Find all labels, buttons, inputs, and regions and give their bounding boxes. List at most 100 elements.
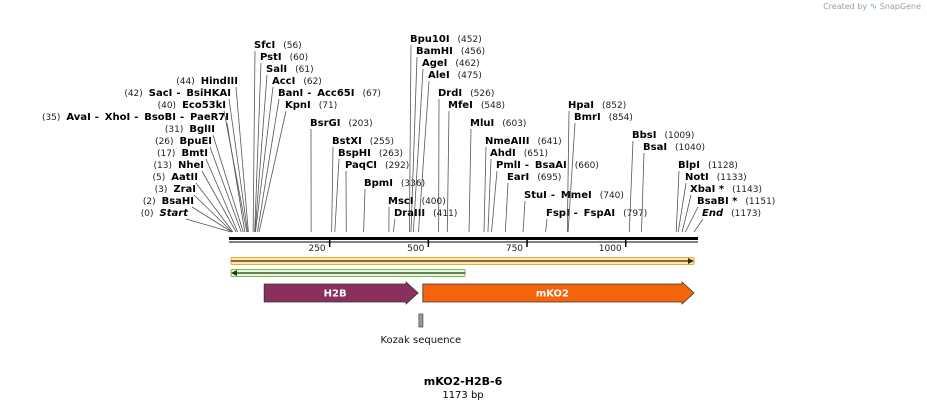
enzyme-name-bstxi: BstXI <box>332 136 362 147</box>
enzyme-paqci: PaqCI (292) <box>345 160 409 233</box>
enzyme-connector <box>522 200 526 233</box>
enzyme-position: (695) <box>537 173 561 183</box>
enzyme-stui-mmei: StuI - MmeI (740) <box>522 190 624 233</box>
enzyme-acci: AccI (62) <box>255 76 322 233</box>
enzyme-connector <box>491 170 498 233</box>
enzyme-connector <box>334 158 340 233</box>
enzyme-position: (292) <box>385 161 409 171</box>
enzyme-connector <box>410 56 418 233</box>
enzyme-bmti: BmtI (17) <box>157 148 239 233</box>
enzyme-kpni: KpnI (71) <box>258 100 337 233</box>
enzyme-name-hpai: HpaI <box>568 100 594 111</box>
enzyme-position: (1128) <box>708 161 738 171</box>
enzyme-position: (26) <box>155 137 173 147</box>
enzyme-connector <box>681 194 692 233</box>
enzyme-bbsi: BbsI (1009) <box>628 130 694 233</box>
enzyme-name-msci: MscI <box>388 196 414 207</box>
enzyme-connector <box>257 98 280 233</box>
enzyme-bsrgi: BsrGI (203) <box>310 118 373 233</box>
enzyme-position: (1133) <box>717 173 747 183</box>
feature-label: H2B <box>324 289 347 300</box>
enzyme-name-end: End <box>702 208 724 219</box>
enzyme-connector <box>545 218 548 233</box>
tick-label-250: 250 <box>308 244 325 254</box>
enzyme-position: (456) <box>461 47 485 57</box>
enzyme-position: (3) <box>155 185 168 195</box>
enzyme-name-drdi: DrdI <box>438 88 462 99</box>
enzyme-name-aatii: AatII <box>171 172 198 183</box>
enzyme-connector <box>487 158 492 233</box>
enzyme-name-acci: AccI <box>272 76 295 87</box>
enzyme-connector <box>185 218 232 233</box>
enzyme-name-blpi: BlpI <box>678 160 700 171</box>
enzyme-aatii: AatII (5) <box>153 172 234 233</box>
enzyme-name-mmei: MmeI <box>561 190 592 201</box>
enzyme-connector <box>504 182 509 233</box>
enzyme-name-start: Start <box>160 208 190 219</box>
enzyme-name-fspai: FspAI <box>584 208 615 219</box>
enzyme-msci: MscI (400) <box>388 196 446 233</box>
enzyme-name-bsahi: BsaHI <box>162 196 194 207</box>
tick-label-750: 750 <box>506 244 523 254</box>
enzyme-connector <box>363 188 366 233</box>
misc-box <box>418 313 424 328</box>
enzyme-position: (797) <box>623 209 647 219</box>
enzyme-psti: PstI (60) <box>254 52 308 233</box>
enzyme-name-ahdi: AhdI <box>490 148 516 159</box>
enzyme-connector <box>252 50 256 233</box>
enzyme-position: (475) <box>458 71 482 81</box>
enzyme-position: (0) <box>141 209 154 219</box>
enzyme-separator: - <box>551 190 555 201</box>
enzyme-position: (40) <box>158 101 176 111</box>
enzyme-connector <box>191 206 233 233</box>
enzyme-hpai: HpaI (852) <box>566 100 626 233</box>
tick-label-500: 500 <box>407 244 424 254</box>
orf-arrow-head <box>231 270 237 276</box>
enzyme-position: (651) <box>524 149 548 159</box>
enzyme-position: (462) <box>455 59 479 69</box>
enzyme-name-bpu10i: Bpu10I <box>410 34 450 45</box>
enzyme-connector <box>331 146 334 233</box>
plasmid-length: 1173 bp <box>442 390 483 401</box>
enzyme-bstxi: BstXI (255) <box>331 136 394 233</box>
enzyme-avai-xhoi-bsobi-paer7i: AvaI - XhoI - BsoBI - PaeR7I(35) <box>42 112 246 233</box>
feature-mko2: mKO2 <box>422 281 695 305</box>
enzyme-position: (548) <box>481 101 505 111</box>
enzyme-position: (400) <box>422 197 446 207</box>
enzyme-position: (263) <box>379 149 403 159</box>
enzyme-position: (35) <box>42 113 60 123</box>
enzyme-name-saci: SacI <box>149 88 173 99</box>
restriction-enzymes: SfcI (56)PstI (60)SalI (61)AccI (62)BanI - Acc… <box>42 34 775 233</box>
enzyme-connector <box>212 134 244 233</box>
misc-label: Kozak sequence <box>380 335 461 346</box>
enzyme-separator: - <box>180 112 184 123</box>
enzyme-bsabi: BsaBI * (1151) <box>684 196 775 233</box>
enzyme-start: Start (0) <box>141 208 232 233</box>
enzyme-connector <box>412 68 424 233</box>
ruler-ticks: 250 500 750 1000 <box>308 240 627 254</box>
enzyme-connector <box>675 170 680 233</box>
enzyme-name-acc65i: Acc65I <box>317 88 354 99</box>
enzyme-position: (67) <box>362 89 380 99</box>
enzyme-connector <box>483 146 487 233</box>
enzyme-name-bsai: BsaI <box>643 142 667 153</box>
enzyme-bpu10i: Bpu10I (452) <box>409 34 482 233</box>
enzyme-connector <box>418 80 430 233</box>
enzyme-blpi: BlpI (1128) <box>675 160 738 233</box>
enzyme-name-paqci: PaqCI <box>345 160 377 171</box>
enzyme-connector <box>254 62 262 233</box>
backbone <box>229 237 698 243</box>
enzyme-connector <box>205 158 239 233</box>
enzyme-position: (1173) <box>731 209 761 219</box>
enzyme-position: (13) <box>154 161 172 171</box>
enzyme-connector <box>209 146 242 233</box>
enzyme-agei: AgeI (462) <box>412 58 480 233</box>
enzyme-position: (854) <box>609 113 633 123</box>
enzyme-drdi: DrdI (526) <box>438 88 494 233</box>
enzyme-name-noti: NotI <box>685 172 709 183</box>
orfs <box>230 257 695 277</box>
enzyme-connector <box>195 182 234 233</box>
enzyme-position: (203) <box>348 119 372 129</box>
enzyme-bglii: BglII (31) <box>165 124 244 233</box>
enzyme-name-bpmi: BpmI <box>364 178 393 189</box>
